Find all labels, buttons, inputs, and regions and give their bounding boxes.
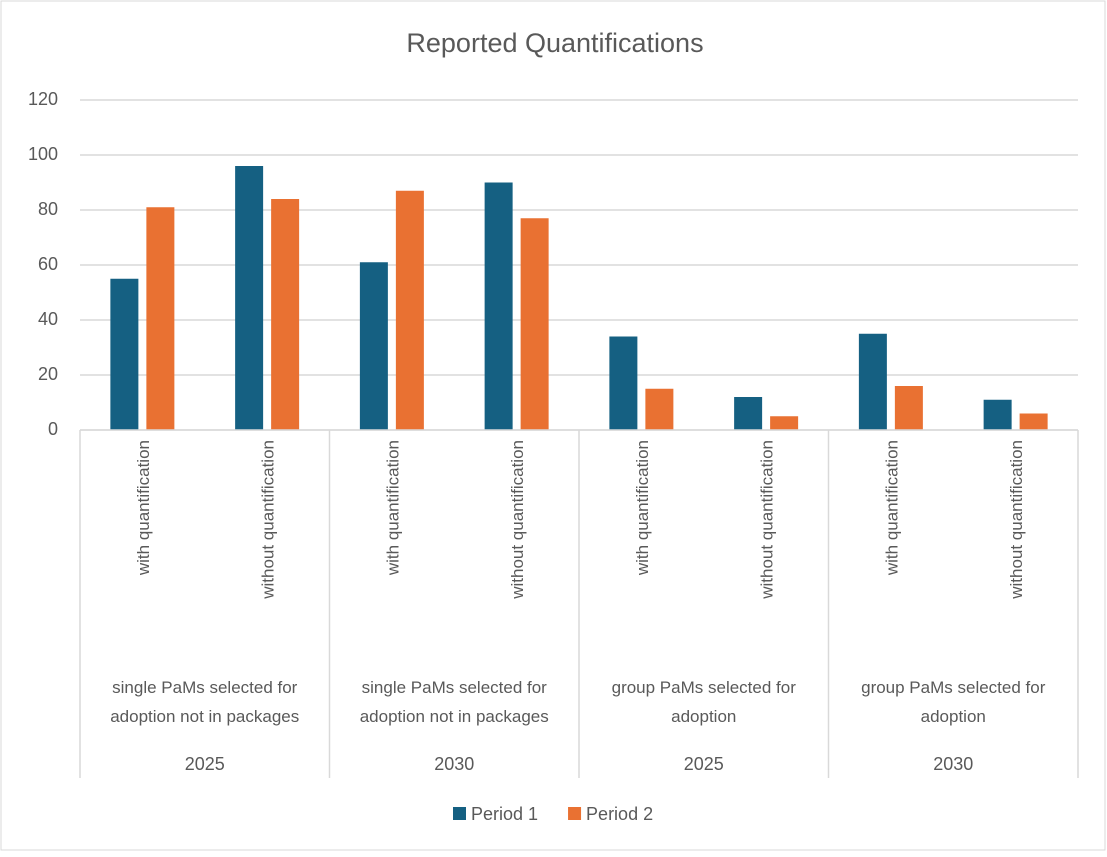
group-label: group PaMs selected for adoption xyxy=(611,678,796,726)
bar xyxy=(983,399,1012,430)
bar xyxy=(271,199,300,430)
x-tick-label: without quantification xyxy=(1007,440,1026,600)
x-tick-label: without quantification xyxy=(259,440,278,600)
bar xyxy=(395,190,424,430)
bar xyxy=(770,416,799,430)
legend-label: Period 1 xyxy=(471,804,538,824)
x-tick-label: with quantification xyxy=(134,440,153,576)
year-label: 2030 xyxy=(434,754,474,774)
bar xyxy=(359,262,388,430)
y-tick-label: 0 xyxy=(48,419,58,439)
year-label: 2025 xyxy=(185,754,225,774)
group-label-box: single PaMs selected for adoption not in… xyxy=(359,678,549,726)
year-label: 2025 xyxy=(684,754,724,774)
legend-swatch xyxy=(568,807,582,820)
bar xyxy=(146,207,175,430)
y-tick-label: 20 xyxy=(38,364,58,384)
legend-label: Period 2 xyxy=(586,804,653,824)
bar xyxy=(520,218,549,430)
legend-swatch xyxy=(453,807,466,820)
group-label-box: single PaMs selected for adoption not in… xyxy=(110,678,300,726)
bar xyxy=(734,397,763,430)
group-label-box: group PaMs selected for adoption xyxy=(611,678,796,726)
y-tick-label: 40 xyxy=(38,309,58,329)
x-tick-label: with quantification xyxy=(882,440,901,576)
bar xyxy=(894,386,923,430)
y-tick-label: 120 xyxy=(28,89,58,109)
year-label: 2030 xyxy=(933,754,973,774)
bar xyxy=(110,278,139,430)
group-label: single PaMs selected for adoption not in… xyxy=(110,678,300,726)
group-label: group PaMs selected for adoption xyxy=(861,678,1046,726)
y-tick-label: 80 xyxy=(38,199,58,219)
x-tick-label: with quantification xyxy=(633,440,652,576)
group-label: single PaMs selected for adoption not in… xyxy=(359,678,549,726)
y-tick-label: 100 xyxy=(28,144,58,164)
x-tick-label: without quantification xyxy=(758,440,777,600)
group-label-box: group PaMs selected for adoption xyxy=(861,678,1046,726)
y-tick-label: 60 xyxy=(38,254,58,274)
x-tick-label: without quantification xyxy=(508,440,527,600)
chart-title: Reported Quantifications xyxy=(406,28,703,58)
x-tick-label: with quantification xyxy=(383,440,402,576)
bar xyxy=(858,333,887,430)
bar xyxy=(484,182,513,430)
bar xyxy=(645,388,674,430)
bar xyxy=(609,336,638,430)
bar xyxy=(235,166,264,430)
bar xyxy=(1019,413,1048,430)
